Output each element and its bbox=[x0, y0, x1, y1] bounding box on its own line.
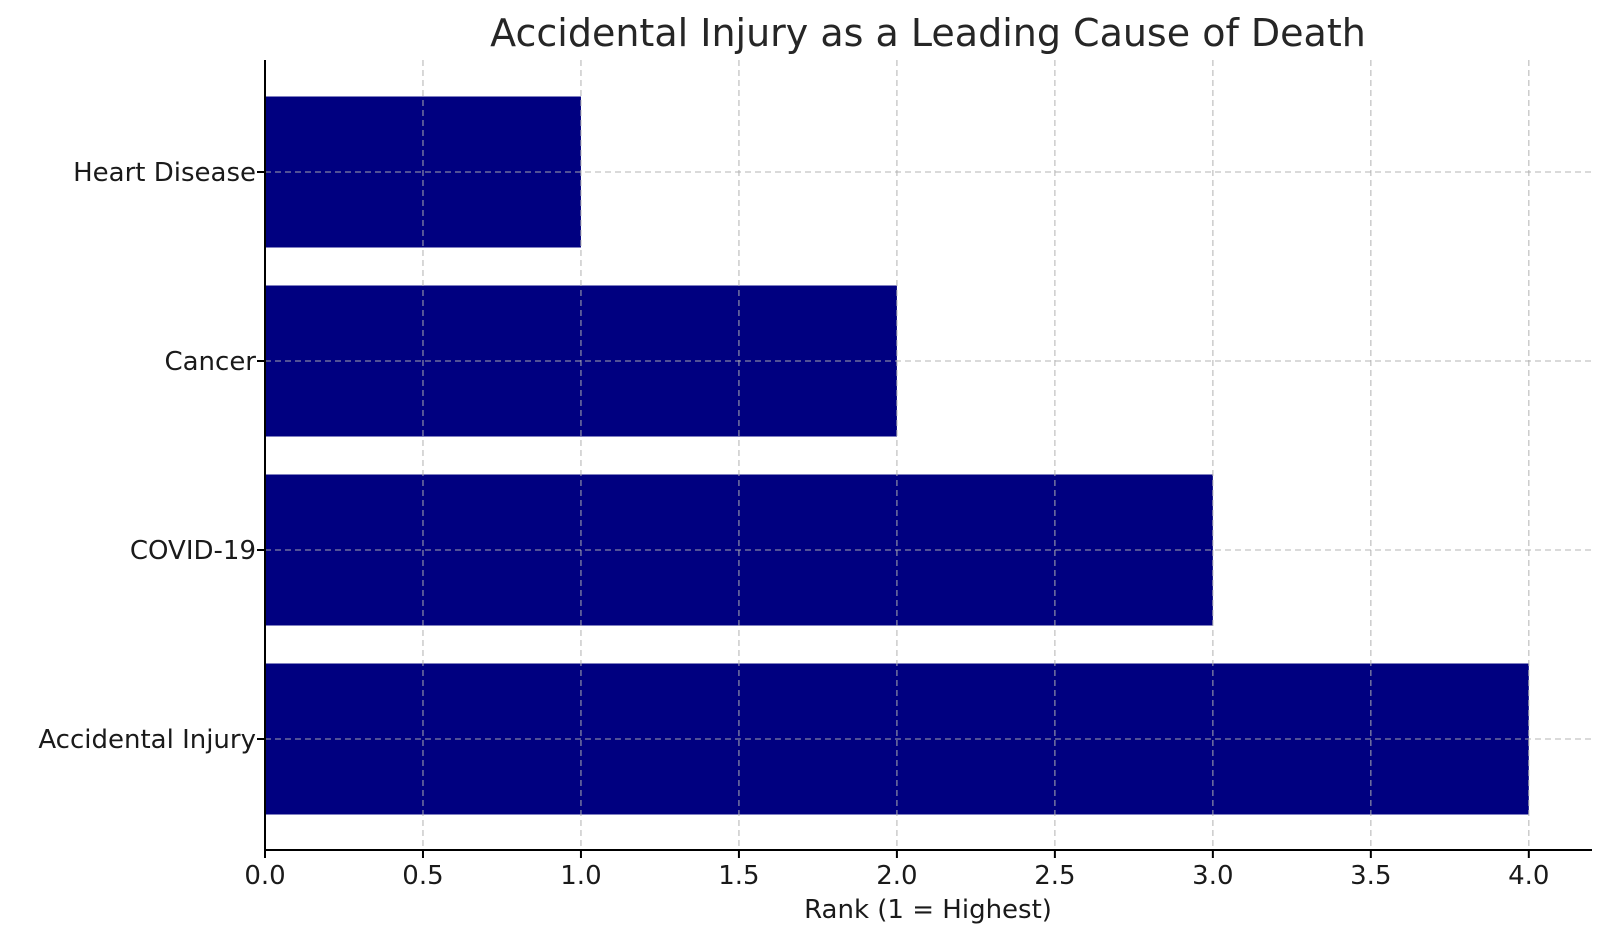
x-tick-label: 1.0 bbox=[560, 861, 601, 891]
y-tick-label: COVID-19 bbox=[130, 536, 256, 566]
chart-title: Accidental Injury as a Leading Cause of … bbox=[490, 11, 1366, 55]
ticks-layer: 0.0 0.5 1.0 1.5 2.0 2.5 3.0 3.5 4.0 Heart Disease… bbox=[38, 158, 1549, 891]
x-axis-label: Rank (1 = Highest) bbox=[804, 895, 1052, 925]
x-tick-label: 3.5 bbox=[1350, 861, 1391, 891]
x-tick-label: 0.0 bbox=[244, 861, 285, 891]
x-tick-label: 2.5 bbox=[1034, 861, 1075, 891]
x-tick-label: 2.0 bbox=[876, 861, 917, 891]
x-tick-label: 0.5 bbox=[402, 861, 443, 891]
y-tick-label: Cancer bbox=[164, 347, 256, 377]
y-tick-label: Accidental Injury bbox=[38, 725, 256, 755]
x-tick-label: 4.0 bbox=[1508, 861, 1549, 891]
x-tick-label: 1.5 bbox=[718, 861, 759, 891]
y-tick-label: Heart Disease bbox=[73, 158, 256, 188]
x-tick-label: 3.0 bbox=[1192, 861, 1233, 891]
